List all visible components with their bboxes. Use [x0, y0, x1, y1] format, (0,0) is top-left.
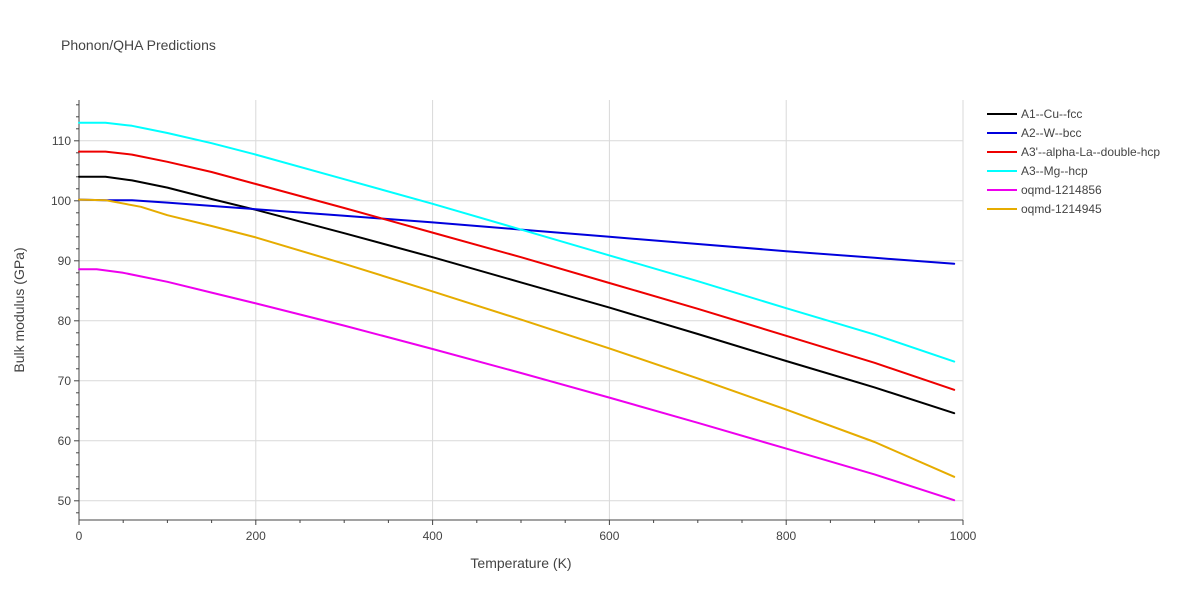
x-tick-label: 0	[76, 529, 83, 543]
legend-label: A3'--alpha-La--double-hcp	[1021, 145, 1160, 159]
legend-item[interactable]: A1--Cu--fcc	[987, 107, 1082, 121]
axes: 0 200 400 600 800 1000 50 60 70 80 90 100 110	[51, 100, 977, 543]
x-axis-title: Temperature (K)	[470, 555, 571, 571]
y-tick-label: 60	[58, 434, 72, 448]
legend-item[interactable]: A3--Mg--hcp	[987, 164, 1088, 178]
series-line-3	[78, 121, 956, 363]
series-line-4	[78, 268, 956, 502]
legend-item[interactable]: A2--W--bcc	[987, 126, 1081, 140]
series-line-0	[78, 175, 956, 415]
y-tick-label: 50	[58, 494, 72, 508]
x-tick-label: 800	[776, 529, 796, 543]
chart-title: Phonon/QHA Predictions	[61, 37, 216, 53]
series-line-5	[78, 198, 956, 478]
y-tick-label: 80	[58, 314, 72, 328]
legend: A1--Cu--fcc A2--W--bcc A3'--alpha-La--doub…	[987, 107, 1160, 216]
plot-area	[78, 121, 956, 502]
legend-label: A1--Cu--fcc	[1021, 107, 1082, 121]
y-axis-title: Bulk modulus (GPa)	[11, 247, 27, 372]
legend-label: oqmd-1214945	[1021, 202, 1102, 216]
x-tick-label: 200	[246, 529, 266, 543]
legend-item[interactable]: oqmd-1214945	[987, 202, 1102, 216]
x-tick-label: 600	[599, 529, 619, 543]
series-line-2	[78, 150, 956, 391]
y-tick-label: 90	[58, 254, 72, 268]
series-line-1	[78, 198, 956, 265]
legend-label: A3--Mg--hcp	[1021, 164, 1088, 178]
x-tick-label: 1000	[950, 529, 977, 543]
x-tick-label: 400	[423, 529, 443, 543]
legend-item[interactable]: oqmd-1214856	[987, 183, 1102, 197]
y-tick-label: 70	[58, 374, 72, 388]
y-tick-label: 100	[51, 194, 71, 208]
legend-label: A2--W--bcc	[1021, 126, 1081, 140]
legend-item[interactable]: A3'--alpha-La--double-hcp	[987, 145, 1160, 159]
y-tick-label: 110	[52, 134, 71, 148]
grid	[79, 100, 964, 520]
legend-label: oqmd-1214856	[1021, 183, 1102, 197]
